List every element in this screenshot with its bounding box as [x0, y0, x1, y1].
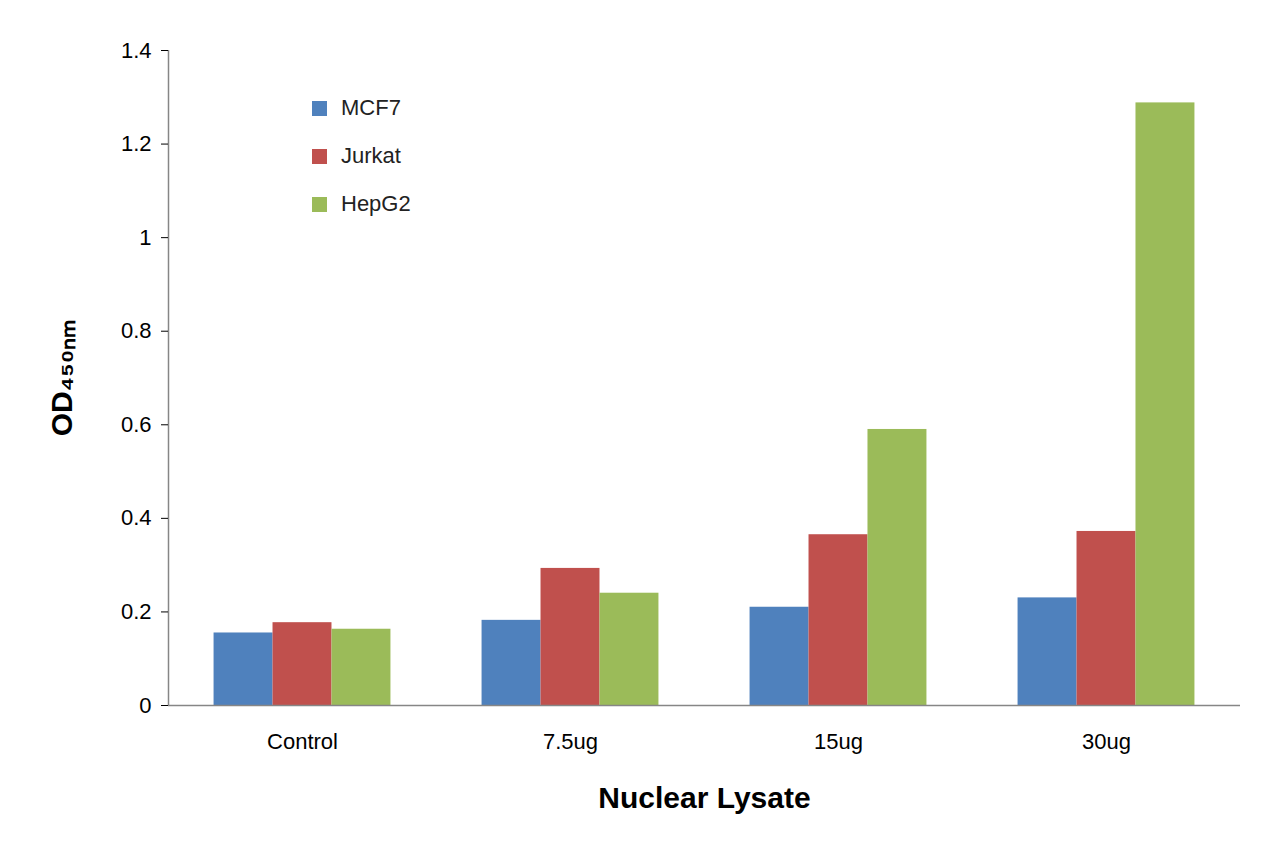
- svg-text:1.4: 1.4: [121, 38, 152, 63]
- svg-text:1: 1: [139, 225, 151, 250]
- svg-text:0.8: 0.8: [121, 318, 152, 343]
- svg-text:OD₄₅₀ₙₘ: OD₄₅₀ₙₘ: [45, 320, 78, 437]
- svg-text:7.5ug: 7.5ug: [543, 729, 598, 754]
- svg-text:15ug: 15ug: [814, 729, 863, 754]
- svg-text:Nuclear Lysate: Nuclear Lysate: [598, 781, 810, 814]
- svg-text:0: 0: [139, 693, 151, 718]
- svg-text:0.6: 0.6: [121, 412, 152, 437]
- svg-text:30ug: 30ug: [1082, 729, 1131, 754]
- svg-text:0.4: 0.4: [121, 505, 152, 530]
- svg-text:Control: Control: [267, 729, 338, 754]
- html-text:MCF7: MCF7: [341, 95, 401, 120]
- svg-text:0.2: 0.2: [121, 599, 152, 624]
- svg-text:1.2: 1.2: [121, 131, 152, 156]
- html-text:HepG2: HepG2: [341, 191, 411, 216]
- html-text:Jurkat: Jurkat: [341, 143, 401, 168]
